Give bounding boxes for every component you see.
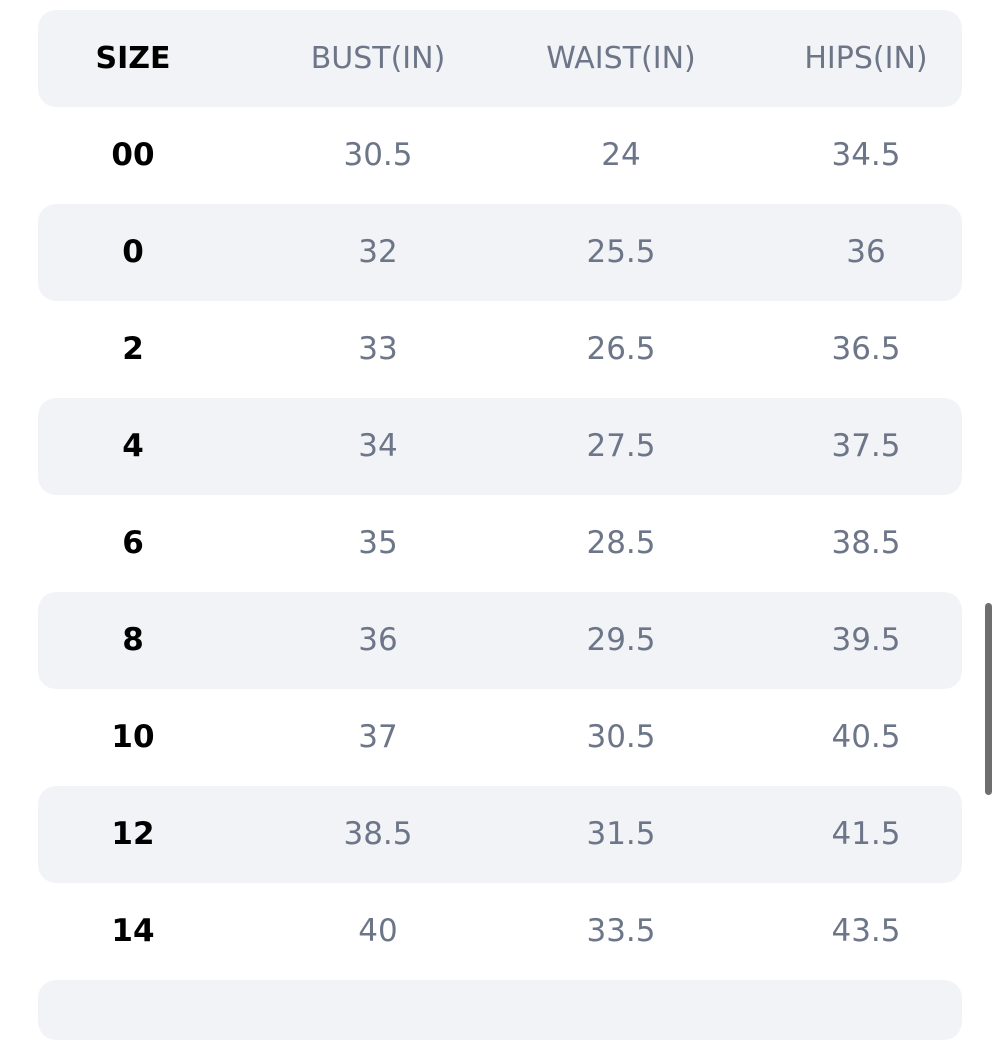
table-cell: 38.5 xyxy=(343,816,413,852)
table-row: 14 40 33.5 43.5 xyxy=(38,883,962,980)
table-row: 0 32 25.5 36 xyxy=(38,204,962,301)
table-row: 10 37 30.5 40.5 xyxy=(38,689,962,786)
page: SIZE BUST(IN) WAIST(IN) HIPS(IN) 00 30.5 24 34.… xyxy=(38,10,992,1040)
table-row: 12 38.5 31.5 41.5 xyxy=(38,786,962,883)
table-cell: 38.5 xyxy=(831,525,901,561)
table-cell: 33.5 xyxy=(586,913,656,949)
table-cell: 6 xyxy=(122,525,144,561)
table-cell: 0 xyxy=(122,234,144,270)
table-cell: 28.5 xyxy=(586,525,656,561)
table-cell: 30.5 xyxy=(586,719,656,755)
table-cell: 34 xyxy=(358,428,398,464)
table-cell: 40.5 xyxy=(831,719,901,755)
table-cell: 30.5 xyxy=(343,137,413,173)
table-cell: 34.5 xyxy=(831,137,901,173)
table-row: 2 33 26.5 36.5 xyxy=(38,301,962,398)
table-row: 00 30.5 24 34.5 xyxy=(38,107,962,204)
table-cell: 41.5 xyxy=(831,816,901,852)
table-cell: 14 xyxy=(111,913,155,949)
header-cell: WAIST(IN) xyxy=(546,41,696,76)
table-cell: 43.5 xyxy=(831,913,901,949)
scrollbar xyxy=(985,603,992,795)
table-cell: 2 xyxy=(122,331,144,367)
table-cell: 31.5 xyxy=(586,816,656,852)
table-cell: 35 xyxy=(358,525,398,561)
table-cell: 24 xyxy=(601,137,641,173)
table-cell: 8 xyxy=(122,622,144,658)
table-cell: 36 xyxy=(358,622,398,658)
table-cell: 10 xyxy=(111,719,155,755)
table-row: 6 35 28.5 38.5 xyxy=(38,495,962,592)
header-row: SIZE BUST(IN) WAIST(IN) HIPS(IN) xyxy=(38,10,962,107)
table-cell: 4 xyxy=(122,428,144,464)
table-row: 4 34 27.5 37.5 xyxy=(38,398,962,495)
table-cell: 40 xyxy=(358,913,398,949)
header-cell: SIZE xyxy=(95,41,171,76)
table-cell: 33 xyxy=(358,331,398,367)
table-cell: 32 xyxy=(358,234,398,270)
table-cell: 36.5 xyxy=(831,331,901,367)
header-cell: HIPS(IN) xyxy=(804,41,928,76)
table-cell: 37.5 xyxy=(831,428,901,464)
table-cell: 29.5 xyxy=(586,622,656,658)
table-cell: 39.5 xyxy=(831,622,901,658)
table-row: 8 36 29.5 39.5 xyxy=(38,592,962,689)
header-cell: BUST(IN) xyxy=(310,41,446,76)
table-cell: 36 xyxy=(846,234,886,270)
table-cell: 25.5 xyxy=(586,234,656,270)
table-cell: 37 xyxy=(358,719,398,755)
table-cell: 12 xyxy=(111,816,155,852)
table-row xyxy=(38,980,962,1040)
table-cell: 26.5 xyxy=(586,331,656,367)
table-cell: 00 xyxy=(111,137,155,173)
table-cell: 27.5 xyxy=(586,428,656,464)
